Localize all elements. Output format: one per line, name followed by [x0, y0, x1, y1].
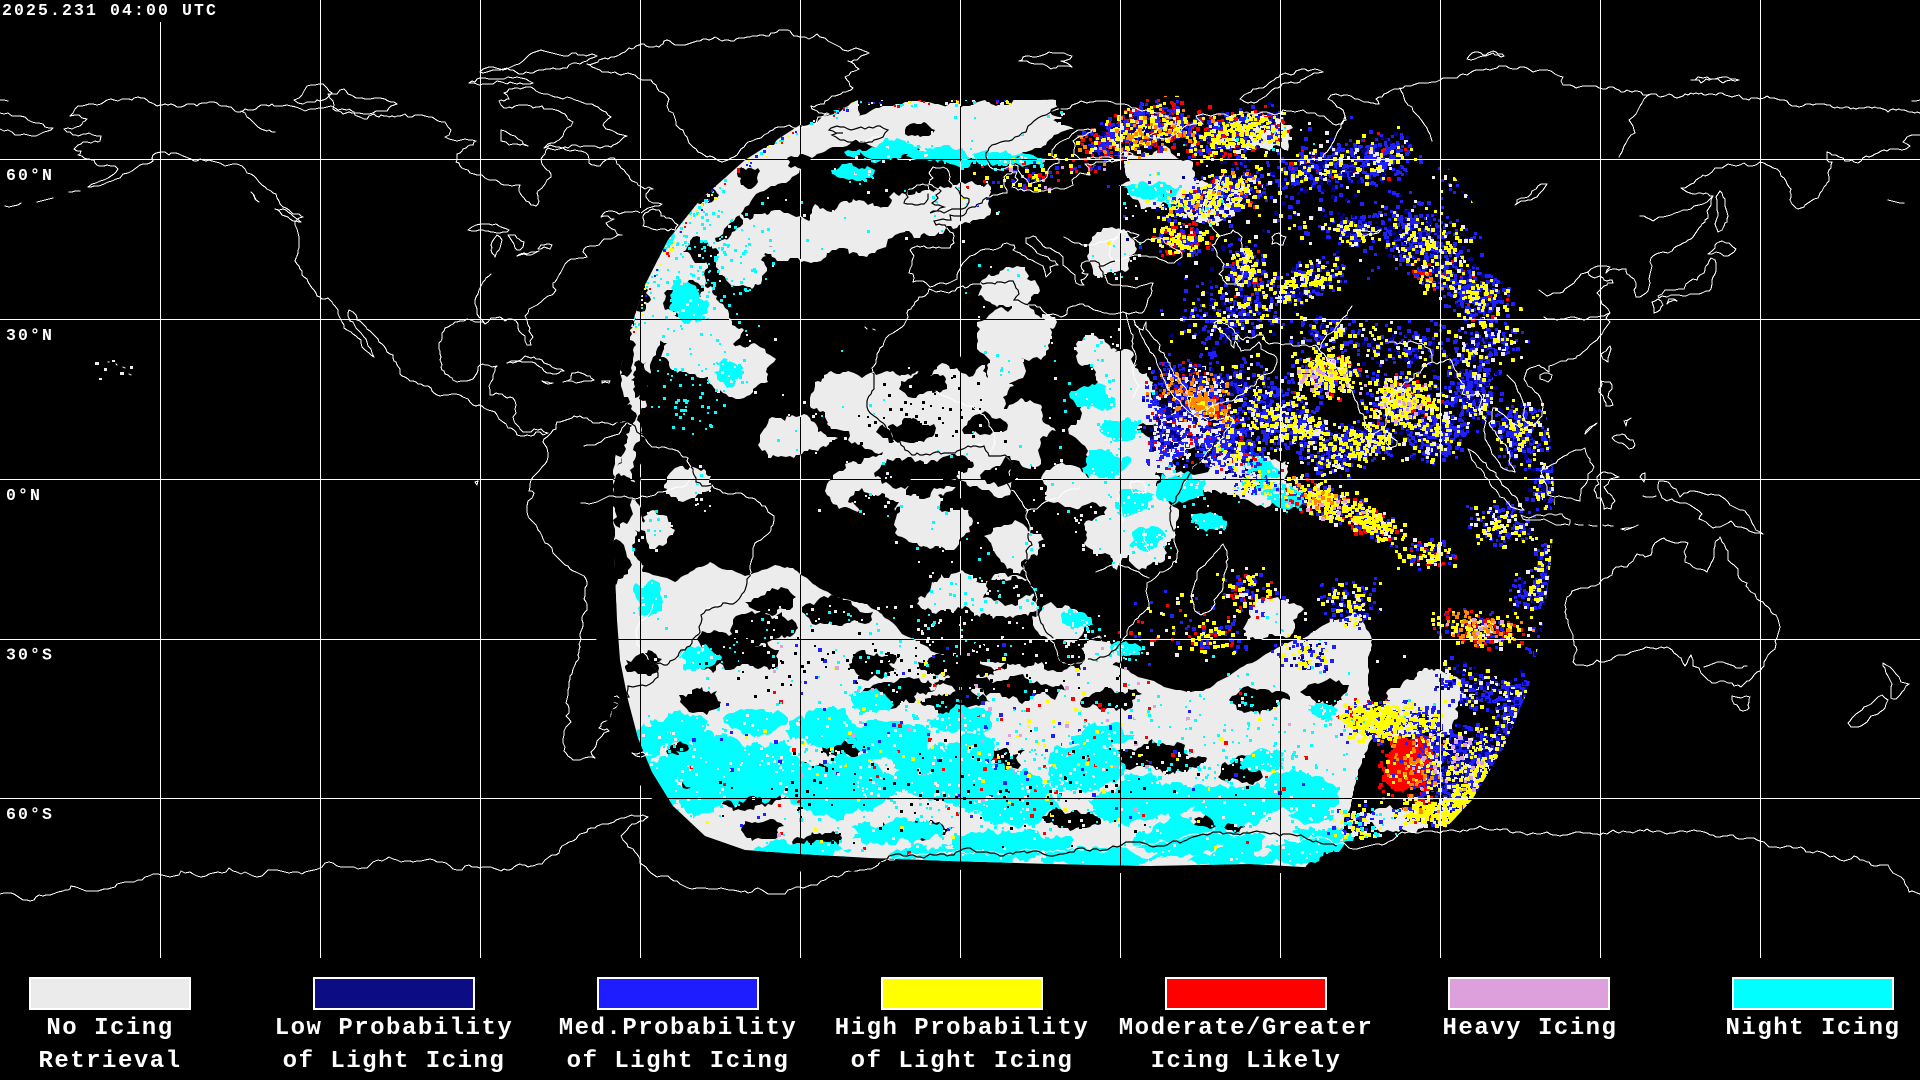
svg-text:0°N: 0°N [6, 486, 42, 505]
svg-text:2025.231 04:00 UTC: 2025.231 04:00 UTC [2, 1, 218, 20]
svg-text:30°N: 30°N [6, 326, 54, 345]
svg-text:60°S: 60°S [6, 805, 54, 824]
svg-text:60°N: 60°N [6, 166, 54, 185]
svg-text:30°S: 30°S [6, 646, 54, 665]
